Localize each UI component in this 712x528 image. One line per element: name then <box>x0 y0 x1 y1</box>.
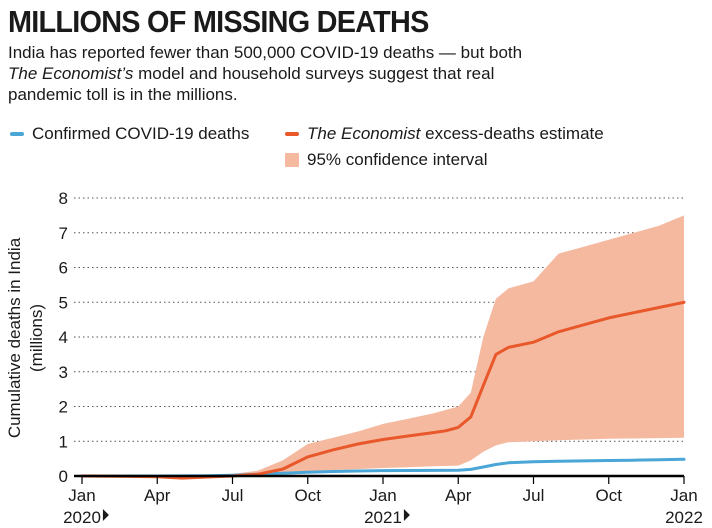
legend-confirmed-swatch <box>10 132 24 136</box>
legend-confirmed-label: Confirmed COVID-19 deaths <box>32 124 250 143</box>
y-tick-label-6: 6 <box>59 259 68 278</box>
subtitle-line-1: India has reported fewer than 500,000 CO… <box>8 43 523 62</box>
y-axis-label-line-2: (millions) <box>27 304 46 372</box>
subtitle-line-2-rest: model and household surveys suggest that… <box>133 64 495 83</box>
confidence-interval-band <box>82 215 684 480</box>
legend-estimate-label-italic: The Economist <box>307 124 421 143</box>
chart-title: MILLIONS OF MISSING DEATHS <box>8 4 429 39</box>
subtitle-line-3: pandemic toll is in the millions. <box>8 85 238 104</box>
legend-estimate: The Economist excess-deaths estimate <box>285 124 604 144</box>
x-tick-label-2: Jul <box>222 486 244 505</box>
y-tick-label-3: 3 <box>59 363 68 382</box>
y-tick-label-0: 0 <box>59 467 68 486</box>
y-tick-label-8: 8 <box>59 189 68 208</box>
legend-estimate-swatch <box>285 132 299 136</box>
y-tick-label-4: 4 <box>59 328 68 347</box>
x-year-arrow-2021 <box>403 509 410 521</box>
x-year-label-2021: 2021 <box>364 508 402 527</box>
legend-ci-swatch <box>285 153 299 167</box>
legend-confirmed: Confirmed COVID-19 deaths <box>10 124 249 144</box>
x-year-label-2022: 2022 <box>665 508 703 527</box>
y-tick-label-7: 7 <box>59 224 68 243</box>
y-tick-label-5: 5 <box>59 293 68 312</box>
x-tick-label-4: Jan <box>369 486 396 505</box>
x-tick-label-5: Apr <box>445 486 472 505</box>
y-axis-label-line-1: Cumulative deaths in India <box>5 237 24 438</box>
chart-subtitle: India has reported fewer than 500,000 CO… <box>8 42 648 105</box>
x-year-label-2020: 2020 <box>63 508 101 527</box>
x-tick-label-6: Jul <box>523 486 545 505</box>
x-tick-label-0: Jan <box>68 486 95 505</box>
y-tick-label-2: 2 <box>59 398 68 417</box>
y-tick-label-1: 1 <box>59 432 68 451</box>
x-year-arrow-2020 <box>102 509 109 521</box>
x-tick-label-3: Oct <box>295 486 322 505</box>
x-tick-label-8: Jan <box>670 486 697 505</box>
subtitle-italic-publication: The Economist’s <box>8 64 134 83</box>
legend-estimate-label-rest: excess-deaths estimate <box>420 124 604 143</box>
legend-ci-label: 95% confidence interval <box>307 150 488 169</box>
x-tick-label-7: Oct <box>596 486 623 505</box>
legend-ci: 95% confidence interval <box>285 150 488 170</box>
subtitle-line-2: The Economist’s model and household surv… <box>8 63 648 84</box>
x-tick-label-1: Apr <box>144 486 171 505</box>
